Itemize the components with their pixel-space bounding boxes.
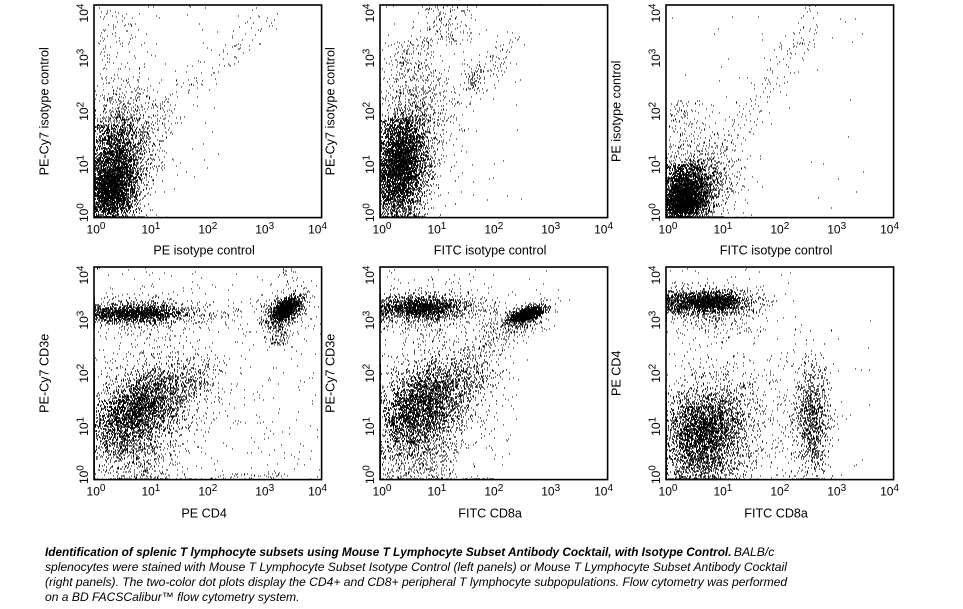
svg-text:PE isotype control: PE isotype control	[610, 61, 624, 163]
svg-text:PE CD4: PE CD4	[181, 507, 227, 521]
svg-text:FITC isotype control: FITC isotype control	[720, 244, 833, 258]
svg-text:PE-Cy7 isotype control: PE-Cy7 isotype control	[38, 47, 52, 175]
svg-text:PE-Cy7 CD3e: PE-Cy7 CD3e	[38, 334, 52, 413]
svg-text:PE-Cy7 isotype control: PE-Cy7 isotype control	[324, 47, 338, 175]
svg-text:PE isotype control: PE isotype control	[153, 244, 255, 258]
svg-text:PE CD4: PE CD4	[610, 351, 624, 397]
svg-text:FITC isotype control: FITC isotype control	[434, 244, 547, 258]
svg-text:FITC CD8a: FITC CD8a	[458, 507, 522, 521]
svg-text:PE-Cy7 CD3e: PE-Cy7 CD3e	[324, 334, 338, 413]
svg-text:FITC CD8a: FITC CD8a	[744, 507, 808, 521]
